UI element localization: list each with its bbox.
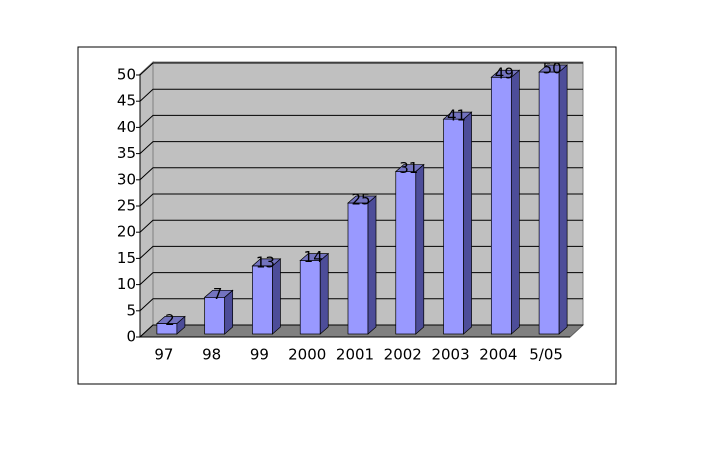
bar xyxy=(299,252,330,335)
data-label: 14 xyxy=(304,248,323,266)
data-label: 25 xyxy=(351,191,370,209)
data-label: 2 xyxy=(165,311,175,329)
bar-front xyxy=(490,76,512,335)
bar xyxy=(155,315,186,335)
bar-top xyxy=(347,195,377,204)
bar-top xyxy=(251,258,282,267)
bars xyxy=(155,64,569,335)
bar-side xyxy=(367,195,377,335)
bar-top xyxy=(394,164,425,172)
y-tick-label: 20 xyxy=(117,223,136,241)
data-label: 41 xyxy=(447,107,466,125)
y-tick-label: 10 xyxy=(117,275,136,293)
bar xyxy=(538,64,569,335)
bar xyxy=(347,195,377,335)
grid-line xyxy=(139,272,583,285)
bar-top xyxy=(299,253,330,261)
y-tick-label: 35 xyxy=(117,144,136,162)
y-tick-label: 25 xyxy=(117,197,136,215)
y-tick-label: 0 xyxy=(126,328,136,346)
data-label: 49 xyxy=(495,65,514,83)
y-tick-label: 15 xyxy=(117,249,136,267)
bar-top xyxy=(490,69,521,78)
y-tick-label: 5 xyxy=(126,301,136,319)
x-tick-label: 2001 xyxy=(336,346,374,364)
bar-side xyxy=(558,64,568,335)
y-tick-label: 45 xyxy=(117,92,136,110)
bar-side xyxy=(415,163,425,335)
grid-line xyxy=(139,245,583,259)
data-label: 31 xyxy=(399,159,418,177)
bar-top xyxy=(203,289,234,298)
data-label: 13 xyxy=(256,253,275,271)
grid-line xyxy=(139,62,583,76)
bar xyxy=(203,289,234,335)
bar xyxy=(394,163,425,335)
grid-line xyxy=(139,324,583,338)
bar-front xyxy=(395,171,417,335)
grid-line xyxy=(139,141,583,154)
bar xyxy=(442,111,473,335)
bar-side xyxy=(510,69,520,335)
grid-line xyxy=(139,114,583,128)
grid-line xyxy=(139,298,583,312)
bar-top xyxy=(155,316,186,324)
x-tick-label: 2004 xyxy=(479,346,517,364)
y-tick-label: 50 xyxy=(117,66,136,84)
bar-front xyxy=(347,202,369,335)
x-tick-label: 98 xyxy=(202,346,221,364)
x-tick-label: 99 xyxy=(250,346,269,364)
grid-line xyxy=(139,219,583,233)
x-tick-label: 97 xyxy=(154,346,173,364)
bar-top xyxy=(538,64,569,73)
bar-top xyxy=(442,111,473,120)
bar-front xyxy=(252,265,273,335)
data-label: 50 xyxy=(543,60,562,78)
y-tick-label: 40 xyxy=(117,118,136,136)
x-tick-label: 2002 xyxy=(384,346,422,364)
bar-front xyxy=(299,260,321,335)
bar-side xyxy=(463,111,472,335)
grid-line xyxy=(139,88,583,102)
data-label: 7 xyxy=(213,285,223,303)
grid xyxy=(139,62,583,338)
x-tick-label: 2003 xyxy=(431,346,469,364)
x-tick-label: 2000 xyxy=(288,346,326,364)
x-tick-label: 5/05 xyxy=(529,346,563,364)
grid-line xyxy=(139,193,583,207)
bar-front xyxy=(443,118,464,335)
bar-side xyxy=(224,289,234,335)
bar xyxy=(251,258,282,335)
grid-line xyxy=(139,167,583,181)
bar-front xyxy=(538,71,560,335)
y-tick-label: 30 xyxy=(117,170,136,188)
bar xyxy=(490,69,521,335)
